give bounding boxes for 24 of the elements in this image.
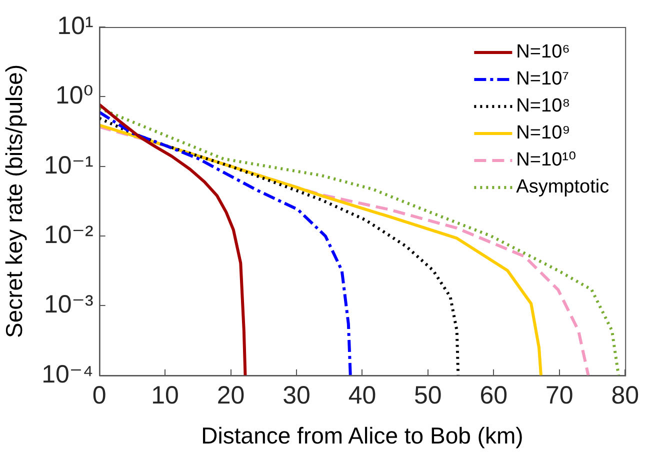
x-tick-label: 30 <box>282 381 310 410</box>
y-axis-title: Secret key rate (bits/pulse) <box>1 64 28 338</box>
legend-label: N=10⁶ <box>516 42 570 63</box>
y-tick-label: 10⁻¹ <box>44 151 94 180</box>
x-tick-label: 20 <box>216 381 245 410</box>
legend-label: Asymptotic <box>516 176 610 198</box>
x-tick-label: 60 <box>480 381 508 410</box>
y-tick-label: 10⁻² <box>44 220 94 249</box>
legend-label: N=10¹⁰ <box>516 150 576 171</box>
x-tick-label: 80 <box>611 381 639 410</box>
x-tick-label: 50 <box>414 381 442 410</box>
x-tick-label: 0 <box>92 381 106 410</box>
legend-label: N=10⁹ <box>516 122 570 144</box>
x-tick-label: 70 <box>545 381 574 410</box>
line-series <box>99 110 352 376</box>
y-tick-label: 10⁻³ <box>44 290 94 319</box>
y-tick-label: 10⁰ <box>56 82 94 110</box>
y-tick-label: 10¹ <box>57 12 94 40</box>
x-tick-label: 10 <box>151 381 179 410</box>
x-axis-title: Distance from Alice to Bob (km) <box>201 422 524 449</box>
x-tick-label: 40 <box>348 381 376 410</box>
legend-label: N=10⁷ <box>516 68 570 90</box>
legend-label: N=10⁸ <box>516 96 570 117</box>
y-tick-label: 10⁻⁴ <box>42 360 94 388</box>
